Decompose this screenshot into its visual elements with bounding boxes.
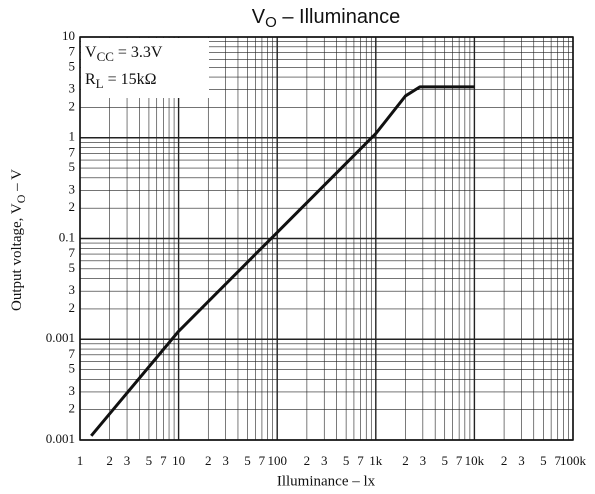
x-tick-label: 5 xyxy=(540,453,547,468)
x-tick-label: 3 xyxy=(222,453,229,468)
y-tick-label: 1 xyxy=(69,129,76,144)
x-tick-label: 2 xyxy=(106,453,113,468)
x-tick-label: 3 xyxy=(321,453,328,468)
x-tick-label: 10 xyxy=(172,453,185,468)
y-tick-label: 7 xyxy=(69,346,76,361)
y-tick-label: 2 xyxy=(69,199,76,214)
annotation-rest: = 15kΩ xyxy=(104,71,157,88)
annotation-box xyxy=(81,38,209,98)
x-tick-label: 5 xyxy=(146,453,153,468)
annotation-rest: = 3.3V xyxy=(114,44,163,61)
annotation-sub: L xyxy=(96,76,104,91)
x-tick-label: 7 xyxy=(259,453,266,468)
x-tick-label: 3 xyxy=(518,453,525,468)
x-tick-label: 100 xyxy=(267,453,287,468)
annotation: RL = 15kΩ xyxy=(85,71,157,91)
chart-title: VO – Illuminance xyxy=(252,6,400,31)
x-tick-label: 100k xyxy=(560,453,587,468)
x-tick-label: 5 xyxy=(343,453,350,468)
x-tick-label: 7 xyxy=(357,453,364,468)
annotation: VCC = 3.3V xyxy=(85,44,163,64)
x-tick-label: 7 xyxy=(554,453,561,468)
x-tick-label: 5 xyxy=(244,453,251,468)
annotation-main: V xyxy=(85,44,97,61)
x-axis-label: Illuminance – lx xyxy=(277,473,376,489)
x-tick-label: 1 xyxy=(77,453,84,468)
y-tick-label: 10 xyxy=(62,28,75,43)
x-tick-label: 2 xyxy=(402,453,409,468)
y-tick-label: 7 xyxy=(69,144,76,159)
plot-frame xyxy=(79,36,574,441)
y-axis-label: Output voltage, VO – V xyxy=(9,169,27,311)
annotation-sub: CC xyxy=(97,49,114,64)
y-tick-label: 2 xyxy=(69,401,76,416)
y-tick-label: 3 xyxy=(69,282,76,297)
x-tick-label: 7 xyxy=(456,453,463,468)
y-tick-label: 0.1 xyxy=(59,229,75,244)
y-tick-label: 3 xyxy=(69,383,76,398)
x-tick-label: 2 xyxy=(205,453,212,468)
y-tick-label: 2 xyxy=(69,300,76,315)
y-tick-label: 3 xyxy=(69,181,76,196)
y-tick-label: 0.001 xyxy=(46,431,75,446)
x-tick-label: 1k xyxy=(369,453,383,468)
y-tick-label: 3 xyxy=(69,81,76,96)
y-tick-label: 7 xyxy=(69,245,76,260)
y-tick-label: 0.001 xyxy=(46,330,75,345)
y-tick-label: 5 xyxy=(69,159,76,174)
x-tick-label: 3 xyxy=(420,453,427,468)
y-tick-label: 5 xyxy=(69,361,76,376)
x-tick-label: 3 xyxy=(124,453,131,468)
data-line xyxy=(90,85,475,437)
y-tick-label: 7 xyxy=(69,44,76,59)
y-tick-label: 2 xyxy=(69,98,76,113)
x-tick-label: 7 xyxy=(160,453,167,468)
y-tick-label: 5 xyxy=(69,260,76,275)
x-tick-label: 2 xyxy=(501,453,508,468)
annotation-main: R xyxy=(85,71,96,88)
grid xyxy=(79,36,574,441)
x-tick-label: 5 xyxy=(441,453,448,468)
x-tick-label: 2 xyxy=(304,453,311,468)
x-tick-label: 10k xyxy=(465,453,485,468)
y-tick-label: 5 xyxy=(69,58,76,73)
